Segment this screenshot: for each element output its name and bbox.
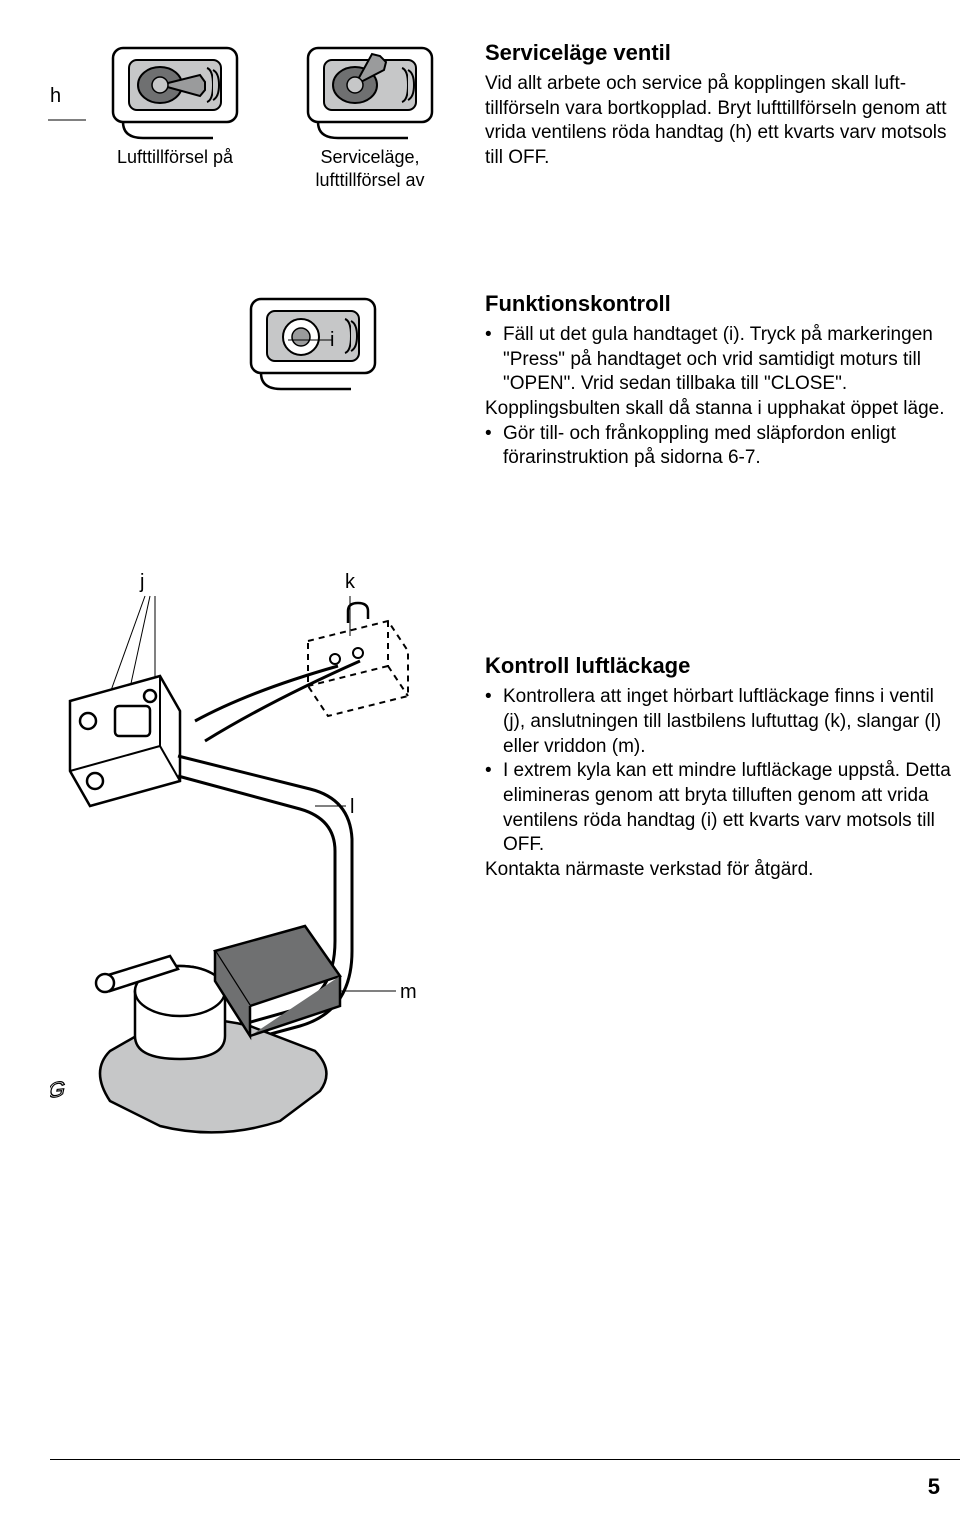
title-service-valve: Serviceläge ventil xyxy=(485,40,960,66)
caption-air-on: Lufttillförsel på xyxy=(117,146,233,169)
label-k: k xyxy=(345,571,355,594)
valve-service-col: Serviceläge, lufttillförsel av xyxy=(285,40,455,191)
label-m: m xyxy=(400,981,417,1004)
footer-divider xyxy=(50,1459,960,1460)
coupling-diagram-icon: VBG xyxy=(50,581,455,1141)
bullets-air-leak: • Kontrollera att inget hörbart luftläck… xyxy=(485,685,960,858)
label-j: j xyxy=(140,571,144,594)
row-service-valve: h Lufttillförsel på xyxy=(50,40,960,191)
bullet-item: • Gör till- och frånkoppling med släpfor… xyxy=(485,422,960,471)
row-function-check: i Funktionskontroll • Fäll ut det gula h… xyxy=(50,291,960,471)
page-number: 5 xyxy=(928,1474,940,1500)
bullet-text: Gör till- och frånkoppling med släpfordo… xyxy=(503,422,960,471)
caption-service-line1: Serviceläge, xyxy=(320,147,419,167)
valve-handle-icon xyxy=(243,291,383,391)
bullet-text: I extrem kyla kan ett mindre luftläckage… xyxy=(503,759,960,858)
bullets-function-check: • Fäll ut det gula handtaget (i). Tryck … xyxy=(485,323,960,471)
bullet-item: • Kontrollera att inget hörbart luftläck… xyxy=(485,685,960,759)
section-air-leak-text: Kontroll luftläckage • Kontrollera att i… xyxy=(455,581,960,883)
valve-handle-col: i xyxy=(50,291,455,391)
section-function-check-text: Funktionskontroll • Fäll ut det gula han… xyxy=(455,291,960,471)
bullet-item: • I extrem kyla kan ett mindre luftläcka… xyxy=(485,759,960,858)
valve-service-icon xyxy=(300,40,440,140)
bullet-text: Fäll ut det gula handtaget (i). Tryck på… xyxy=(503,323,960,397)
label-h: h xyxy=(50,85,61,107)
title-function-check: Funktionskontroll xyxy=(485,291,960,317)
title-air-leak: Kontroll luftläckage xyxy=(485,653,960,679)
bullet-dot-icon: • xyxy=(485,323,503,348)
caption-service-line2: lufttillförsel av xyxy=(315,170,424,190)
svg-text:VBG: VBG xyxy=(50,1077,68,1106)
section-service-valve-text: Serviceläge ventil Vid allt arbete och s… xyxy=(455,40,960,171)
page: h Lufttillförsel på xyxy=(0,0,960,1520)
body-service-valve: Vid allt arbete och service på kopplinge… xyxy=(485,72,960,171)
label-h-column: h xyxy=(50,40,90,131)
bullet-dot-icon: • xyxy=(485,759,503,784)
body-air-leak-end: Kontakta närmaste verkstad för åtgärd. xyxy=(485,858,960,883)
bullet-text: Kontrollera att inget hörbart luftläckag… xyxy=(503,685,960,759)
bullet-item: • Fäll ut det gula handtaget (i). Tryck … xyxy=(485,323,960,397)
bullet-dot-icon: • xyxy=(485,685,503,710)
valve-air-on-col: Lufttillförsel på xyxy=(90,40,260,169)
bullet-dot-icon: • xyxy=(485,422,503,447)
row-air-leak: j k l m xyxy=(50,581,960,1146)
label-l: l xyxy=(350,796,354,819)
coupling-diagram-col: j k l m xyxy=(50,581,455,1146)
valve-air-on-icon xyxy=(105,40,245,140)
body-after-bullet1: Kopplingsbulten skall då stanna i upphak… xyxy=(485,397,960,422)
caption-service: Serviceläge, lufttillförsel av xyxy=(315,146,424,191)
